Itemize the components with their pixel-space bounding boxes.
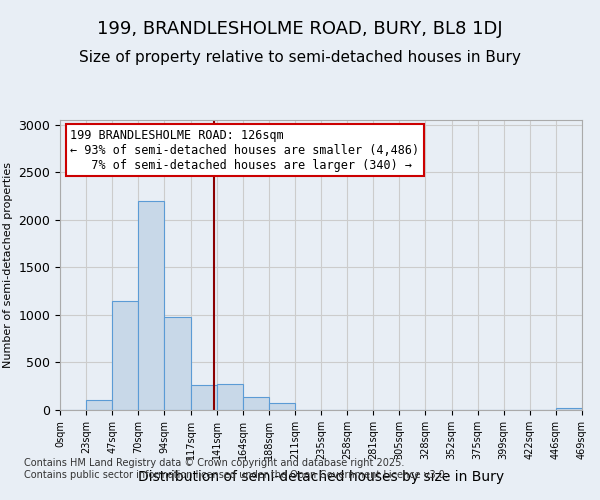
Y-axis label: Number of semi-detached properties: Number of semi-detached properties: [3, 162, 13, 368]
Bar: [217, 384, 243, 410]
Text: Contains HM Land Registry data © Crown copyright and database right 2025.
Contai: Contains HM Land Registry data © Crown c…: [24, 458, 448, 480]
Text: 199, BRANDLESHOLME ROAD, BURY, BL8 1DJ: 199, BRANDLESHOLME ROAD, BURY, BL8 1DJ: [97, 20, 503, 38]
X-axis label: Distribution of semi-detached houses by size in Bury: Distribution of semi-detached houses by …: [138, 470, 504, 484]
Bar: [112, 300, 139, 410]
Bar: [191, 386, 217, 410]
Bar: [86, 400, 112, 410]
Bar: [269, 404, 295, 410]
Text: 199 BRANDLESHOLME ROAD: 126sqm
← 93% of semi-detached houses are smaller (4,486): 199 BRANDLESHOLME ROAD: 126sqm ← 93% of …: [70, 128, 419, 172]
Text: Size of property relative to semi-detached houses in Bury: Size of property relative to semi-detach…: [79, 50, 521, 65]
Bar: [164, 318, 191, 410]
Bar: [139, 201, 164, 410]
Bar: [556, 408, 582, 410]
Bar: [242, 397, 269, 410]
